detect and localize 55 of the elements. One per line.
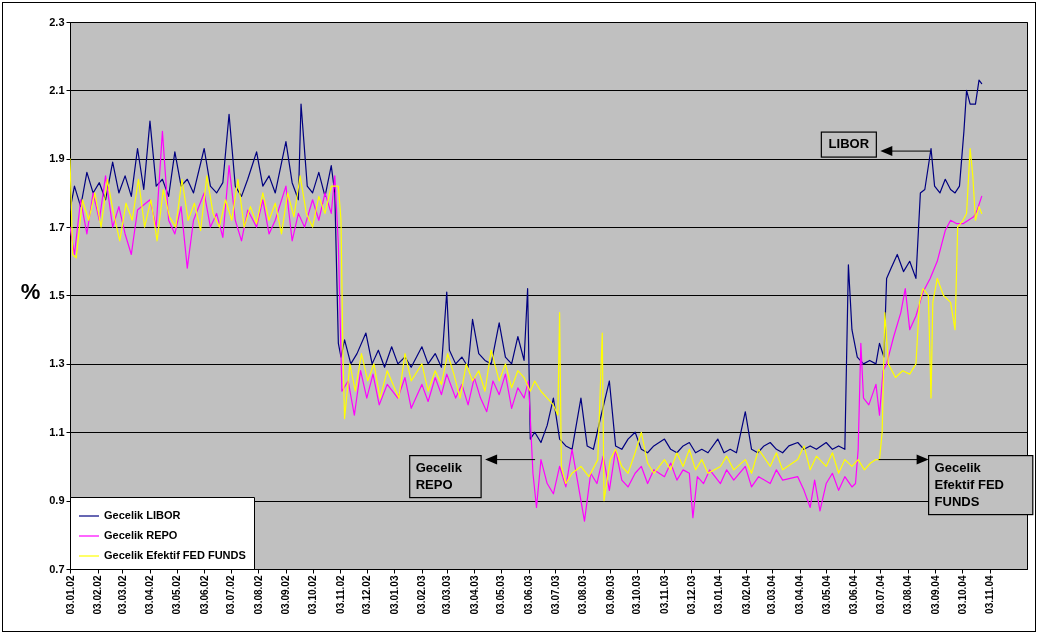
x-tick-label: 03.04.04 — [794, 575, 806, 615]
y-tick-label: 2.1 — [49, 83, 65, 96]
x-tick-label: 03.09.02 — [280, 575, 292, 615]
x-tick-label: 03.07.04 — [874, 575, 886, 615]
legend-label: Gecelik REPO — [104, 529, 178, 541]
x-tick-label: 03.09.03 — [604, 575, 616, 615]
x-tick-label: 03.08.02 — [252, 575, 264, 615]
x-tick-label: 03.01.04 — [713, 575, 725, 615]
x-tick-label: 03.02.02 — [92, 575, 104, 615]
x-tick-label: 03.01.03 — [388, 575, 400, 615]
x-tick-label: 03.05.02 — [171, 575, 183, 615]
x-tick-label: 03.05.04 — [820, 575, 832, 615]
x-tick-label: 03.07.02 — [225, 575, 237, 615]
x-tick-label: 03.10.04 — [956, 575, 968, 615]
x-tick-label: 03.06.02 — [198, 575, 210, 615]
y-tick-label: 1.5 — [49, 289, 65, 301]
note-box: Gecelik Efektif FED FUNDS — [928, 455, 1034, 516]
annotation: Gecelik Efektif FED FUNDS — [934, 459, 1004, 509]
annotation: LIBOR — [828, 136, 870, 152]
x-tick-label: 03.11.03 — [658, 575, 670, 614]
annotation: Gecelik REPO — [415, 459, 463, 492]
legend-label: Gecelik LIBOR — [104, 509, 181, 521]
y-tick-label: 1.3 — [49, 357, 65, 370]
y-tick-label: 0.9 — [49, 494, 65, 507]
x-tick-label: 03.04.02 — [144, 575, 156, 615]
x-tick-label: 03.06.03 — [523, 575, 535, 615]
y-tick-label: 1.9 — [49, 152, 65, 165]
x-tick-label: 03.09.04 — [929, 575, 941, 615]
x-tick-label: 03.01.02 — [64, 575, 76, 615]
x-tick-label: 03.03.04 — [766, 575, 778, 615]
x-tick-label: 03.08.03 — [577, 575, 589, 615]
x-tick-label: 03.12.02 — [361, 575, 373, 615]
x-tick-label: 03.03.02 — [116, 575, 128, 615]
x-tick-label: 03.02.04 — [740, 575, 752, 615]
x-tick-label: 03.10.02 — [307, 575, 319, 615]
x-tick-label: 03.12.03 — [685, 575, 697, 615]
x-tick-label: 03.04.03 — [468, 575, 480, 615]
x-tick-label: 03.07.03 — [549, 575, 561, 615]
x-tick-label: 03.02.03 — [416, 575, 428, 615]
x-tick-label: 03.03.03 — [441, 575, 453, 615]
x-tick-label: 03.06.04 — [848, 575, 860, 615]
note-box: LIBOR — [820, 131, 877, 158]
x-tick-label: 03.11.04 — [984, 575, 996, 614]
x-tick-label: 03.08.04 — [902, 575, 914, 615]
x-tick-label: 03.10.03 — [631, 575, 643, 615]
y-axis-title: % — [20, 279, 41, 304]
y-tick-label: 2.3 — [49, 15, 65, 28]
y-tick-label: 1.1 — [49, 425, 65, 438]
y-tick-label: 1.7 — [49, 220, 65, 233]
x-tick-label: 03.05.03 — [495, 575, 507, 615]
line-series — [70, 79, 983, 454]
x-tick-label: 03.11.02 — [334, 575, 346, 614]
y-tick-label: 0.7 — [49, 562, 65, 575]
note-box: Gecelik REPO — [409, 455, 482, 499]
legend-label: Gecelik Efektif FED FUNDS — [104, 549, 246, 561]
